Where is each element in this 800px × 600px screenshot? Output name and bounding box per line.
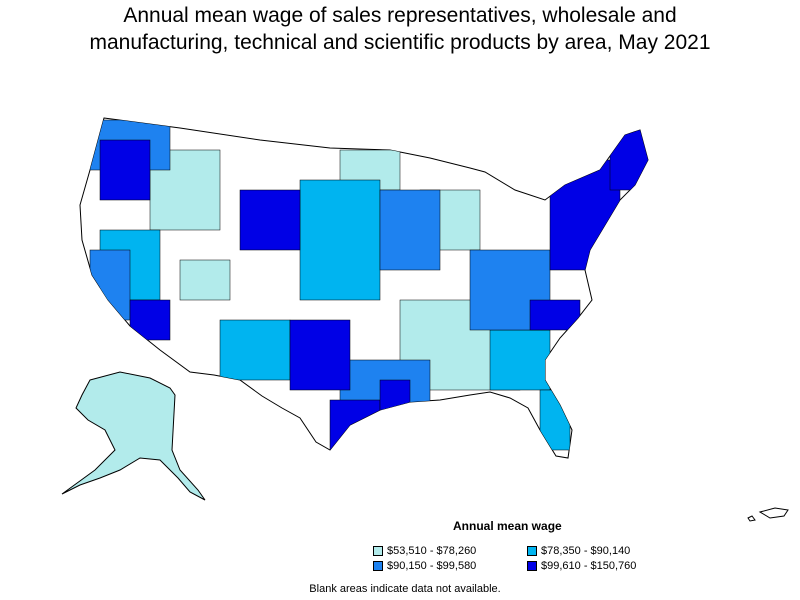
title-line-2: manufacturing, technical and scientific … [89,31,711,54]
legend-label-3: $90,150 - $99,580 [387,560,477,572]
legend-item-3: $90,150 - $99,580 [373,560,476,572]
legend-swatch-2 [527,546,537,556]
region-carolinas [529,299,581,331]
region-california [89,249,131,321]
legend-label-4: $99,610 - $150,760 [541,560,637,572]
region-texas-gulf [329,399,381,451]
legend-title: Annual mean wage [453,519,562,533]
region-plains [299,179,381,301]
region-florida [539,389,571,451]
legend-label-2: $78,350 - $90,140 [541,545,631,557]
region-texas-west [289,319,351,391]
region-oregon [99,139,151,201]
legend-item-1: $53,510 - $78,260 [373,545,476,557]
legend-swatch-3 [373,561,383,571]
legend-swatch-1 [373,546,383,556]
legend-item-2: $78,350 - $90,140 [527,545,630,557]
legend-swatch-4 [527,561,537,571]
region-louisiana [379,379,411,411]
map-title: Annual mean wage of sales representative… [0,2,800,56]
region-southwest-light [179,259,231,301]
region-wyoming [239,189,301,251]
region-southeast [489,329,551,391]
legend-label-1: $53,510 - $78,260 [387,545,477,557]
blank-areas-note: Blank areas indicate data not available. [309,583,501,595]
region-arizona [129,299,171,341]
region-maine [609,129,648,191]
region-northeast [549,159,621,271]
hawaii-islands [747,507,789,522]
legend-item-4: $99,610 - $150,760 [527,560,636,572]
alaska-outline [61,371,206,501]
area-regions [89,119,648,451]
region-new-mexico [219,319,291,381]
title-line-1: Annual mean wage of sales representative… [123,4,677,27]
region-midwest [379,189,441,271]
